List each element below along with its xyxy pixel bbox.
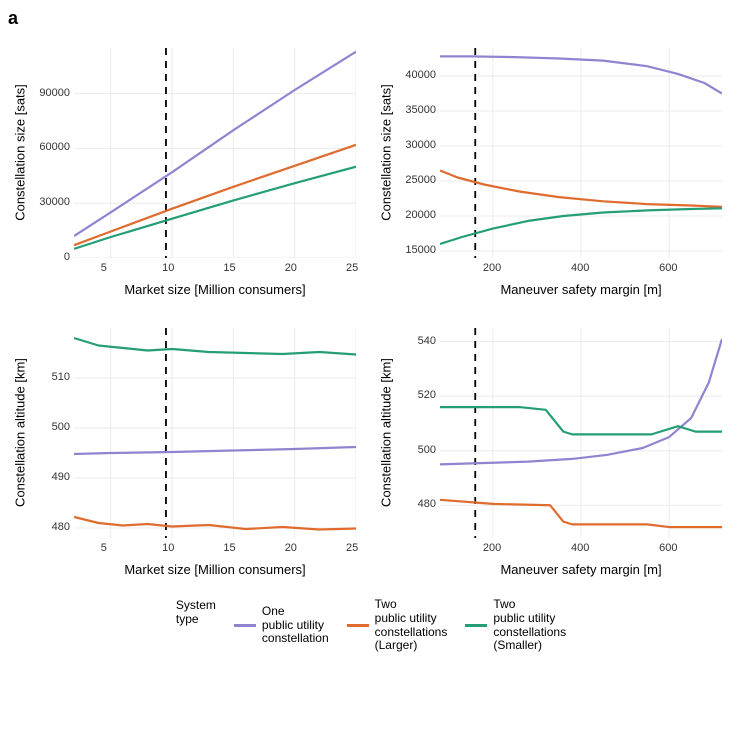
ytick-label: 520: [418, 389, 436, 401]
xtick-label: 15: [223, 262, 235, 274]
chart-grid: Constellation size [sats] Market size [Mi…: [10, 40, 732, 580]
xtick-label: 5: [101, 542, 107, 554]
legend-title: Systemtype: [176, 598, 216, 627]
ytick-label: 480: [418, 498, 436, 510]
ytick-label: 490: [52, 471, 70, 483]
ytick-label: 35000: [405, 104, 436, 116]
xtick-label: 20: [285, 262, 297, 274]
ytick-label: 30000: [39, 196, 70, 208]
legend-swatch-two_larger: [347, 624, 369, 627]
xtick-label: 600: [659, 542, 677, 554]
legend-label-two_smaller: Twopublic utilityconstellations(Smaller): [493, 598, 566, 653]
ylabel: Constellation altitude [km]: [379, 328, 394, 538]
xtick-label: 200: [483, 262, 501, 274]
xtick-label: 10: [162, 542, 174, 554]
legend-item-two_larger: Twopublic utilityconstellations(Larger): [347, 598, 448, 653]
legend-swatch-two_smaller: [465, 624, 487, 627]
plot-area: [440, 48, 722, 258]
ytick-label: 90000: [39, 87, 70, 99]
legend-label-two_larger: Twopublic utilityconstellations(Larger): [375, 598, 448, 653]
series-one: [74, 447, 356, 454]
ylabel: Constellation size [sats]: [13, 48, 28, 258]
ytick-label: 500: [418, 444, 436, 456]
ytick-label: 60000: [39, 141, 70, 153]
ylabel: Constellation size [sats]: [379, 48, 394, 258]
xtick-label: 400: [571, 542, 589, 554]
ytick-label: 30000: [405, 139, 436, 151]
legend-item-two_smaller: Twopublic utilityconstellations(Smaller): [465, 598, 566, 653]
xtick-label: 10: [162, 262, 174, 274]
series-two_larger: [74, 145, 356, 245]
chart-tl: Constellation size [sats] Market size [Mi…: [10, 40, 366, 300]
xlabel: Market size [Million consumers]: [105, 282, 325, 297]
ytick-label: 510: [52, 371, 70, 383]
chart-bl: Constellation altitude [km] Market size […: [10, 320, 366, 580]
ytick-label: 40000: [405, 69, 436, 81]
ytick-label: 480: [52, 521, 70, 533]
ytick-label: 20000: [405, 209, 436, 221]
ytick-label: 15000: [405, 244, 436, 256]
xtick-label: 20: [285, 542, 297, 554]
panel-label: a: [8, 8, 18, 29]
xlabel: Maneuver safety margin [m]: [471, 282, 691, 297]
xtick-label: 15: [223, 542, 235, 554]
xtick-label: 200: [483, 542, 501, 554]
xtick-label: 25: [346, 542, 358, 554]
ylabel: Constellation altitude [km]: [13, 328, 28, 538]
ytick-label: 540: [418, 335, 436, 347]
series-two_smaller: [74, 338, 356, 355]
plot-area: [440, 328, 722, 538]
xtick-label: 600: [659, 262, 677, 274]
xtick-label: 5: [101, 262, 107, 274]
legend-swatch-one: [234, 624, 256, 627]
xtick-label: 25: [346, 262, 358, 274]
chart-br: Constellation altitude [km] Maneuver safe…: [376, 320, 732, 580]
series-one: [74, 52, 356, 236]
legend: Systemtype Onepublic utilityconstellatio…: [10, 598, 732, 653]
ytick-label: 500: [52, 421, 70, 433]
plot-area: [74, 328, 356, 538]
xlabel: Maneuver safety margin [m]: [471, 562, 691, 577]
xtick-label: 400: [571, 262, 589, 274]
legend-label-one: Onepublic utilityconstellation: [262, 605, 329, 646]
ytick-label: 25000: [405, 174, 436, 186]
ytick-label: 0: [64, 251, 70, 263]
plot-area: [74, 48, 356, 258]
legend-item-one: Onepublic utilityconstellation: [234, 598, 329, 653]
chart-tr: Constellation size [sats] Maneuver safety…: [376, 40, 732, 300]
xlabel: Market size [Million consumers]: [105, 562, 325, 577]
